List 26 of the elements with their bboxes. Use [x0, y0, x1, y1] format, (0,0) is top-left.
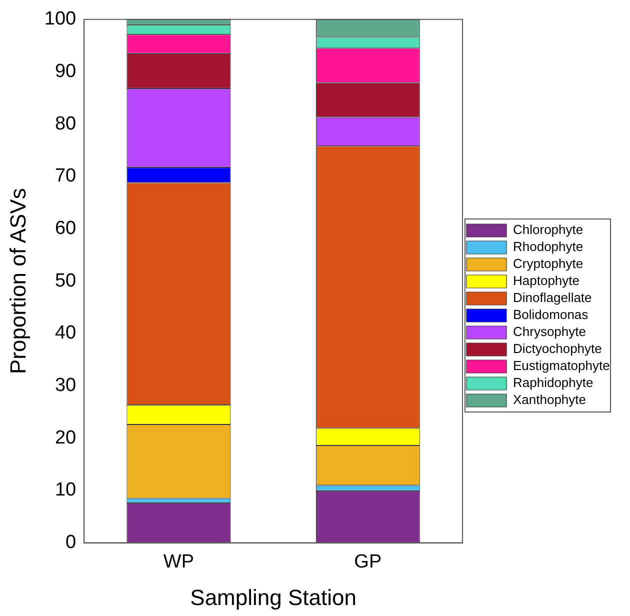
x-tick-label: GP	[354, 551, 382, 572]
legend-label: Chlorophyte	[513, 222, 584, 238]
legend-label: Eustigmatophyte	[513, 358, 610, 374]
legend-label: Bolidomonas	[513, 307, 589, 322]
y-tick-label: 30	[54, 375, 76, 396]
legend-label: Dinoflagellate	[513, 290, 592, 306]
y-tick-label: 90	[54, 60, 76, 82]
legend-label: Haptophyte	[513, 273, 580, 288]
legend-label: Raphidophyte	[513, 375, 594, 390]
y-tick-label: 80	[54, 113, 76, 134]
y-tick-label: 60	[54, 218, 76, 239]
y-tick-label: 100	[44, 8, 76, 30]
y-tick-label: 70	[54, 166, 76, 187]
y-axis-title: Proportion of ASVs	[5, 188, 30, 374]
legend-label: Dictyochophyte	[513, 341, 602, 356]
legend-label: Rhodophyte	[513, 239, 584, 254]
x-axis-title: Sampling Station	[190, 584, 356, 610]
legend-label: Xanthophyte	[513, 392, 586, 408]
y-tick-label: 40	[54, 322, 76, 344]
x-tick-label: WP	[163, 551, 194, 572]
legend-label: Cryptophyte	[513, 256, 584, 272]
legend-label: Chrysophyte	[513, 324, 586, 340]
y-tick-label: 10	[54, 480, 76, 501]
y-tick-label: 20	[54, 427, 76, 448]
y-tick-label: 50	[54, 270, 76, 292]
y-tick-label: 0	[66, 532, 76, 554]
